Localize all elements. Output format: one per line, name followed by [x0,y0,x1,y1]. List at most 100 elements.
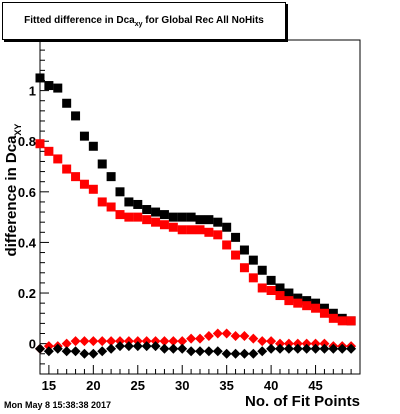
y-tick-label: 0.4 [18,235,37,250]
data-point-diamond [283,343,294,354]
series-1 [35,73,356,326]
data-point-diamond [221,348,232,359]
data-point-square [133,199,143,209]
data-point-square [53,83,63,93]
data-point-square [195,215,205,225]
data-point-diamond [230,348,241,359]
y-tick-label: 1 [29,84,36,99]
data-point-diamond [168,343,179,354]
data-point-diamond [266,336,277,347]
data-point-square [177,225,187,235]
data-point-square [204,215,214,225]
data-point-diamond [310,338,321,349]
data-point-square [53,154,63,164]
data-point-diamond [292,343,303,354]
data-point-diamond [203,346,214,357]
data-point-square [284,288,294,298]
data-point-square [62,164,72,174]
data-point-diamond [43,346,54,357]
data-point-square [257,265,267,275]
y-tick-label: 0.8 [18,134,36,149]
data-point-diamond [257,336,268,347]
data-point-square [133,212,143,222]
data-point-square [328,308,338,318]
data-point-square [88,141,98,151]
data-point-diamond [159,343,170,354]
data-point-square [35,73,45,83]
data-point-diamond [88,336,99,347]
data-point-square [177,212,187,222]
data-point-diamond [61,346,72,357]
data-point-square [222,222,232,232]
data-point-square [275,283,285,293]
data-point-diamond [97,336,108,347]
data-point-square [302,301,312,311]
x-tick-label: 25 [131,378,145,393]
data-point-diamond [283,338,294,349]
data-point-square [213,217,223,227]
data-point-square [44,81,54,91]
data-point-diamond [168,336,179,347]
data-point-diamond [79,348,90,359]
data-point-square [142,205,152,215]
data-point-square [328,313,338,323]
data-point-diamond [115,341,125,352]
data-point-square [88,184,98,194]
data-point-diamond [150,341,161,352]
data-point-diamond [186,333,197,344]
data-point-square [293,293,303,303]
data-point-square [213,230,223,240]
data-point-square [106,172,116,182]
data-point-square [284,296,294,306]
data-point-diamond [212,328,223,339]
y-tick-label: 0 [29,337,36,352]
data-point-square [97,159,107,169]
data-point-square [168,212,178,222]
data-point-diamond [52,343,63,354]
data-point-square [44,146,54,156]
data-point-diamond [123,336,134,347]
data-point-square [97,197,107,207]
x-tick-label: 20 [86,378,100,393]
data-point-square [71,111,81,121]
data-point-square [35,139,45,149]
data-point-diamond [212,346,223,357]
x-axis-title: No. of Fit Points [245,393,360,410]
data-point-square [346,316,356,326]
data-point-square [124,197,134,207]
data-point-diamond [266,343,277,354]
y-tick-label: 0.2 [18,286,36,301]
data-point-square [266,286,276,295]
data-point-diamond [248,348,259,359]
data-point-diamond [221,328,232,339]
data-point-diamond [177,336,188,347]
x-tick-label: 35 [219,378,233,393]
data-point-square [302,296,312,306]
data-point-diamond [70,336,81,347]
timestamp-label: Mon May 8 15:38:38 2017 [4,400,112,410]
x-tick-label: 15 [42,378,56,393]
data-point-diamond [177,343,188,354]
data-point-square [293,298,303,308]
data-point-diamond [132,336,143,347]
data-point-square [195,225,205,235]
data-point-diamond [141,341,152,352]
data-point-square [115,210,125,220]
y-axis-title: difference in DcaXY [3,124,23,257]
data-point-diamond [150,336,161,347]
data-point-square [151,207,161,217]
x-tick-label: 45 [308,378,322,393]
data-point-diamond [301,343,312,354]
data-point-square [159,220,169,230]
data-point-diamond [275,338,285,349]
data-point-diamond [141,336,152,347]
x-tick-label: 30 [175,378,189,393]
data-point-diamond [70,346,81,357]
data-point-diamond [61,338,72,349]
data-point-diamond [106,336,117,347]
data-point-square [275,291,285,301]
data-point-diamond [230,331,241,342]
data-point-diamond [97,346,108,357]
data-point-diamond [275,343,285,354]
